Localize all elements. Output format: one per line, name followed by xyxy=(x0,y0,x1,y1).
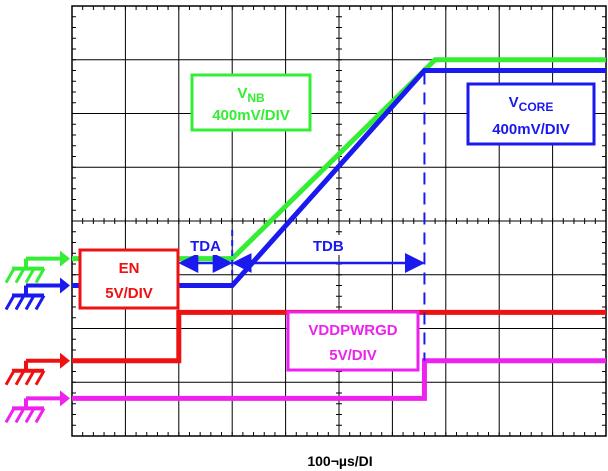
label-en: EN 5V/DIV xyxy=(78,248,180,310)
marker-hatch xyxy=(24,267,36,284)
marker-arrowhead xyxy=(60,250,70,267)
marker-hatch xyxy=(34,370,46,386)
marker-hatch xyxy=(4,294,16,311)
label-vnb-box xyxy=(190,73,312,132)
marker-hatch xyxy=(14,407,26,424)
marker-hatch xyxy=(14,294,26,311)
marker-hatch xyxy=(24,294,36,311)
tda-label: TDA xyxy=(190,238,221,255)
marker-hatch xyxy=(34,267,46,284)
label-vcore-box xyxy=(466,82,596,146)
trace-labels: VNB400mV/DIVVCORE400mV/DIVEN5V/DIVVDDPWR… xyxy=(78,73,596,372)
x-axis-label: 100¬µs/DI xyxy=(307,453,372,469)
marker-arrowhead xyxy=(60,277,70,294)
label-vcore-subscript: CORE xyxy=(519,100,554,114)
marker-hatch xyxy=(24,407,36,424)
label-vnb-subscript: NB xyxy=(247,91,265,105)
timing-annotations: TDA TDB xyxy=(178,230,425,274)
tda-label-bg xyxy=(186,235,225,255)
marker-arrowhead xyxy=(60,352,70,369)
marker-hatch xyxy=(4,267,16,284)
trace-vddpwrgd xyxy=(72,358,606,401)
marker-hatch xyxy=(34,407,46,424)
marker-hatch xyxy=(34,294,46,311)
ground-marker-vcore-icon xyxy=(4,277,70,311)
tdb-label: TDB xyxy=(313,238,344,255)
ground-marker-vnb-icon xyxy=(4,250,70,284)
label-vnb-scale: 400mV/DIV xyxy=(212,107,290,124)
tdb-label-bg xyxy=(308,235,348,255)
marker-hatch xyxy=(24,370,36,386)
label-vddpwrgd-box xyxy=(286,310,420,372)
label-vddpwrgd-scale: 5V/DIV xyxy=(329,347,377,364)
ground-marker-vddpwrgd-icon xyxy=(4,390,70,424)
marker-hatch xyxy=(14,370,26,386)
ground-markers xyxy=(4,250,70,424)
label-en-box xyxy=(78,248,180,310)
label-vddpwrgd: VDDPWRGD 5V/DIV xyxy=(286,310,420,372)
label-vcore-scale: 400mV/DIV xyxy=(492,121,570,138)
marker-hatch xyxy=(14,267,26,284)
label-vddpwrgd-name: VDDPWRGD xyxy=(308,322,397,339)
ground-marker-en-icon xyxy=(4,352,70,386)
marker-hatch xyxy=(4,407,16,424)
label-en-name: EN xyxy=(119,260,140,277)
marker-hatch xyxy=(4,370,16,386)
label-en-scale: 5V/DIV xyxy=(105,285,153,302)
marker-arrowhead xyxy=(60,390,70,407)
